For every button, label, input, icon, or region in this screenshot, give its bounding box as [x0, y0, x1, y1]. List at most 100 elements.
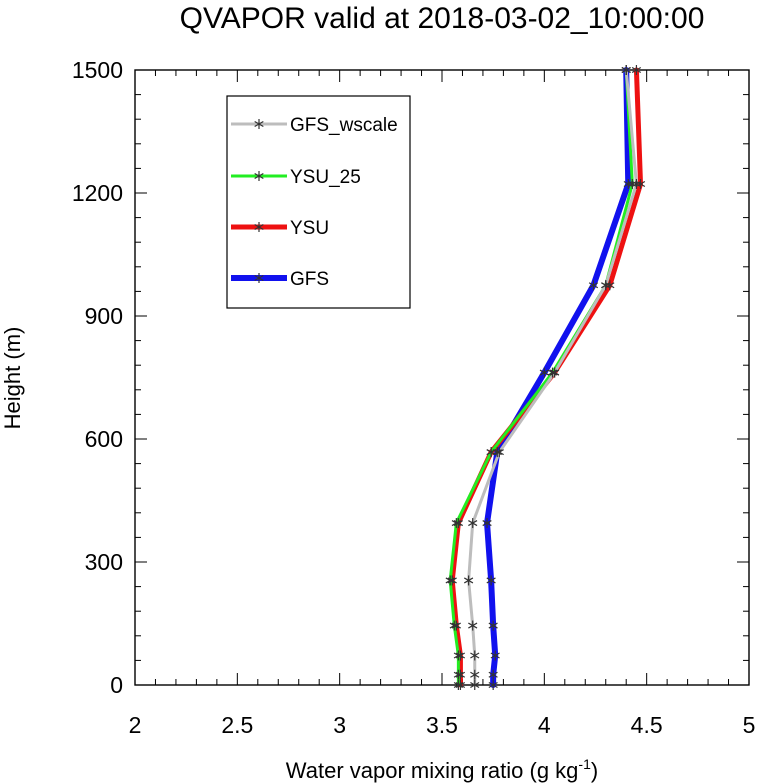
- marker-stroke: [627, 180, 637, 187]
- marker-stroke: [463, 577, 474, 584]
- marker-stroke: [453, 671, 464, 678]
- data-point-marker: [453, 650, 464, 661]
- marker-stroke: [482, 520, 492, 527]
- marker-stroke: [601, 282, 611, 289]
- marker-stroke: [445, 577, 455, 584]
- data-point-marker: [468, 518, 478, 529]
- x-tick-label: 5: [743, 712, 756, 738]
- data-point-marker: [549, 367, 560, 378]
- marker-stroke: [623, 180, 633, 187]
- data-point-marker: [631, 178, 642, 189]
- marker-stroke: [470, 652, 480, 659]
- data-point-marker: [492, 447, 502, 458]
- marker-stroke: [453, 652, 464, 659]
- data-point-marker: [463, 575, 474, 586]
- data-point-marker: [451, 518, 461, 529]
- x-tick-label: 2: [129, 712, 142, 738]
- x-tick-label: 4: [538, 712, 551, 738]
- legend-label: GFS_wscale: [290, 115, 398, 136]
- marker-stroke: [631, 66, 642, 74]
- data-point-marker: [488, 680, 498, 690]
- data-point-marker: [451, 620, 461, 631]
- marker-stroke: [488, 681, 498, 689]
- x-axis-label-end: ): [591, 758, 598, 783]
- data-point-marker: [453, 518, 464, 529]
- marker-stroke: [492, 449, 502, 456]
- marker-stroke: [588, 282, 599, 289]
- x-tick-label: 2.5: [221, 712, 253, 738]
- marker-stroke: [254, 223, 264, 231]
- x-tick-label: 3.5: [426, 712, 458, 738]
- marker-stroke: [449, 622, 459, 629]
- marker-stroke: [453, 681, 464, 689]
- data-point-marker: [539, 367, 549, 378]
- data-point-marker: [470, 680, 480, 690]
- marker-stroke: [254, 120, 264, 128]
- marker-stroke: [549, 369, 560, 376]
- data-point-marker: [488, 669, 498, 680]
- series-layer: [445, 65, 646, 690]
- data-point-marker: [631, 65, 642, 75]
- data-point-marker: [453, 680, 464, 690]
- x-axis-label-sup: -1: [578, 756, 591, 772]
- legend: GFS_wscale YSU_25 YSU GFS: [226, 95, 411, 309]
- x-tick-label: 4.5: [631, 712, 663, 738]
- marker-stroke: [605, 282, 615, 289]
- y-tick-label: 1200: [72, 180, 123, 206]
- data-point-marker: [455, 669, 466, 680]
- plot-frame: [134, 69, 750, 686]
- data-point-marker: [470, 650, 480, 661]
- legend-box: [226, 95, 411, 309]
- marker-stroke: [547, 369, 558, 376]
- legend-marker: [254, 119, 264, 129]
- marker-stroke: [451, 520, 461, 527]
- marker-stroke: [451, 622, 461, 629]
- y-tick-label: 900: [85, 303, 123, 329]
- data-point-marker: [490, 650, 500, 661]
- legend-marker: [254, 222, 264, 232]
- data-point-marker: [445, 575, 455, 586]
- marker-stroke: [631, 180, 642, 187]
- legend-marker: [254, 273, 264, 283]
- marker-stroke: [539, 369, 549, 376]
- marker-stroke: [470, 681, 480, 689]
- marker-stroke: [488, 671, 498, 678]
- marker-stroke: [468, 520, 478, 527]
- data-point-marker: [621, 65, 631, 75]
- legend-marker: [254, 171, 264, 181]
- data-point-marker: [494, 447, 504, 458]
- x-axis-label: Water vapor mixing ratio (g kg-1): [286, 756, 598, 783]
- data-point-marker: [468, 620, 478, 631]
- legend-label: YSU_25: [290, 167, 361, 188]
- x-tick-label: 3: [333, 712, 346, 738]
- marker-stroke: [486, 577, 496, 584]
- data-point-marker: [449, 620, 459, 631]
- marker-stroke: [490, 652, 500, 659]
- y-tick-label: 600: [85, 426, 123, 452]
- data-point-marker: [623, 178, 633, 189]
- marker-stroke: [470, 671, 480, 678]
- legend-label: GFS: [290, 269, 329, 290]
- marker-stroke: [453, 520, 464, 527]
- chart-title: QVAPOR valid at 2018-03-02_10:00:00: [180, 2, 705, 35]
- marker-stroke: [254, 274, 264, 282]
- data-point-marker: [547, 367, 558, 378]
- marker-stroke: [635, 180, 646, 187]
- tick-labels: 2 2.5 3 3.5 4 4.5 5 0 300 600 900 1200 1500: [72, 57, 756, 738]
- data-point-marker: [627, 178, 637, 189]
- y-tick-label: 0: [110, 672, 123, 698]
- data-point-marker: [488, 620, 498, 631]
- y-tick-label: 1500: [72, 57, 123, 83]
- x-axis-label-main: Water vapor mixing ratio (g kg: [286, 758, 579, 783]
- data-point-marker: [635, 178, 646, 189]
- data-point-marker: [470, 669, 480, 680]
- marker-stroke: [494, 449, 504, 456]
- data-point-marker: [447, 575, 457, 586]
- legend-label: YSU: [290, 218, 329, 239]
- marker-stroke: [468, 622, 478, 629]
- data-point-marker: [455, 650, 466, 661]
- axis-ticks: [134, 69, 750, 686]
- marker-stroke: [621, 66, 631, 74]
- marker-stroke: [455, 652, 466, 659]
